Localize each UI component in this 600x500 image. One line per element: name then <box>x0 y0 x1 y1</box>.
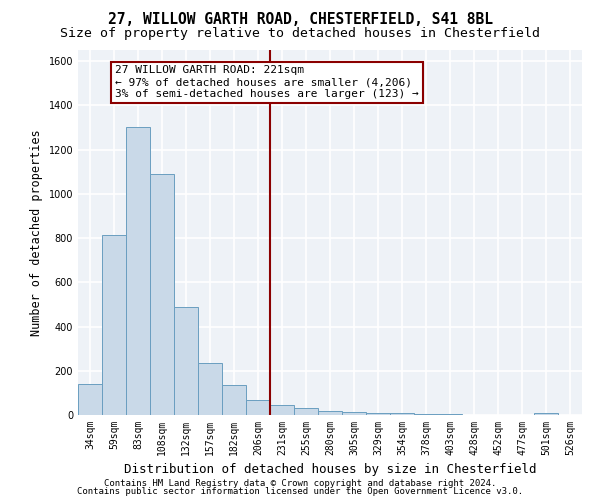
Bar <box>198 363 222 415</box>
Bar <box>174 306 198 415</box>
Text: 27, WILLOW GARTH ROAD, CHESTERFIELD, S41 8BL: 27, WILLOW GARTH ROAD, CHESTERFIELD, S41… <box>107 12 493 28</box>
Bar <box>78 384 102 415</box>
Text: Contains HM Land Registry data © Crown copyright and database right 2024.: Contains HM Land Registry data © Crown c… <box>104 478 496 488</box>
Text: Contains public sector information licensed under the Open Government Licence v3: Contains public sector information licen… <box>77 487 523 496</box>
Y-axis label: Number of detached properties: Number of detached properties <box>30 129 43 336</box>
X-axis label: Distribution of detached houses by size in Chesterfield: Distribution of detached houses by size … <box>124 464 536 476</box>
Bar <box>438 414 462 415</box>
Bar <box>102 234 126 415</box>
Bar <box>366 413 390 415</box>
Bar <box>318 410 342 415</box>
Bar <box>294 408 318 415</box>
Bar <box>246 400 270 415</box>
Bar <box>222 385 246 415</box>
Bar <box>534 413 558 415</box>
Bar <box>390 413 414 415</box>
Text: Size of property relative to detached houses in Chesterfield: Size of property relative to detached ho… <box>60 28 540 40</box>
Bar <box>414 414 438 415</box>
Bar <box>342 412 366 415</box>
Text: 27 WILLOW GARTH ROAD: 221sqm
← 97% of detached houses are smaller (4,206)
3% of : 27 WILLOW GARTH ROAD: 221sqm ← 97% of de… <box>115 66 419 98</box>
Bar <box>126 128 150 415</box>
Bar <box>150 174 174 415</box>
Bar <box>270 405 294 415</box>
